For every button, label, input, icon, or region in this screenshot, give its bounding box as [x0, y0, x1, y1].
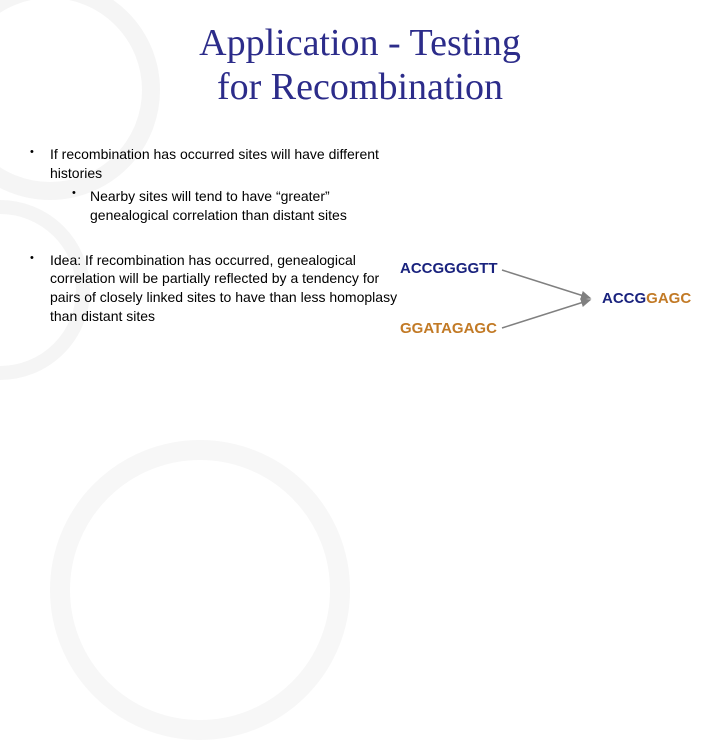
- bullet-text: Idea: If recombination has occurred, gen…: [50, 251, 410, 327]
- bullet-marker: •: [30, 251, 50, 327]
- bullet-body: If recombination has occurred sites will…: [50, 145, 410, 225]
- title-line-1: Application - Testing: [199, 22, 521, 64]
- bullet-marker: •: [72, 187, 90, 225]
- sub-bullet-text: Nearby sites will tend to have “greater”…: [90, 187, 410, 225]
- bg-decoration: [50, 440, 350, 740]
- bullet-item: • If recombination has occurred sites wi…: [30, 145, 410, 225]
- bullet-marker: •: [30, 145, 50, 225]
- sequence-1: ACCGGGGTT: [400, 260, 498, 277]
- sequence-2: GGATAGAGC: [400, 320, 497, 337]
- sub-bullet-item: • Nearby sites will tend to have “greate…: [72, 187, 410, 225]
- bullet-text: If recombination has occurred sites will…: [50, 145, 410, 183]
- result-part-2: GAGC: [646, 290, 691, 307]
- slide-title: Application - Testing for Recombination: [0, 0, 720, 109]
- result-part-1: ACCG: [602, 290, 646, 307]
- bullet-item: • Idea: If recombination has occurred, g…: [30, 251, 410, 327]
- title-line-2: for Recombination: [217, 66, 503, 108]
- result-sequence: ACCGGAGC: [602, 290, 691, 307]
- bullet-list: • If recombination has occurred sites wi…: [30, 145, 410, 344]
- arrow-icon: [500, 266, 602, 340]
